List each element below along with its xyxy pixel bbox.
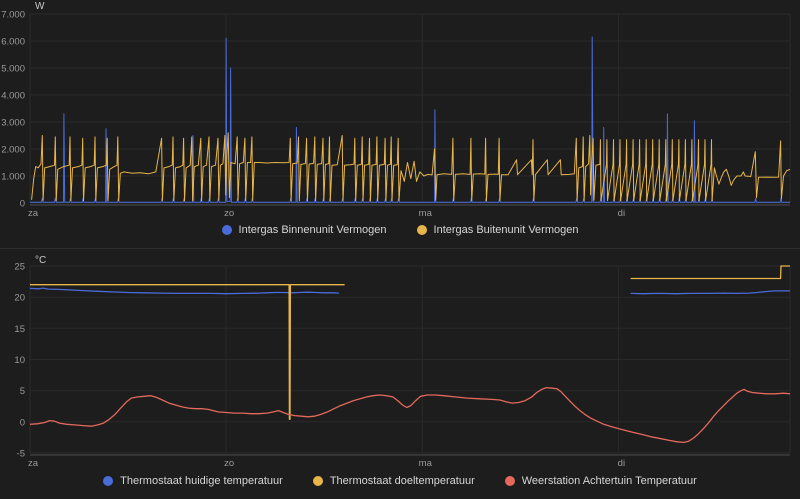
power-unit-label: W xyxy=(35,1,45,12)
svg-text:20: 20 xyxy=(14,293,25,304)
temperature-chart-section: -5 0 5 10 15 20 25 za zo ma di °C Thermostaat huid… xyxy=(0,249,800,499)
power-chart-section: 0 1.000 2.000 3.000 4.000 5.000 6.000 7.000 za zo… xyxy=(0,0,800,248)
svg-text:0: 0 xyxy=(20,417,25,428)
temperature-chart-canvas[interactable]: -5 0 5 10 15 20 25 za zo ma di xyxy=(0,249,800,473)
svg-text:zo: zo xyxy=(224,208,234,219)
legend-dot-binnenunit xyxy=(221,225,232,235)
legend-item-achtertuin-temperatuur[interactable]: Weerstation Achtertuin Temperatuur xyxy=(504,475,697,487)
legend-item-buitenunit[interactable]: Intergas Buitenunit Vermogen xyxy=(416,224,579,236)
legend-dot-doeltemperatuur xyxy=(312,476,323,486)
svg-text:0: 0 xyxy=(20,199,25,210)
svg-text:ma: ma xyxy=(419,208,433,219)
legend-item-binnenunit[interactable]: Intergas Binnenunit Vermogen xyxy=(221,224,387,236)
svg-text:za: za xyxy=(28,458,39,469)
legend-dot-achtertuin-temperatuur xyxy=(504,476,515,486)
svg-text:-5: -5 xyxy=(17,449,25,460)
legend-label-doeltemperatuur: Thermostaat doeltemperatuur xyxy=(329,475,475,487)
legend-label-binnenunit: Intergas Binnenunit Vermogen xyxy=(238,224,387,236)
legend-dot-buitenunit xyxy=(416,225,427,235)
svg-text:7.000: 7.000 xyxy=(1,10,25,21)
svg-text:za: za xyxy=(28,208,39,219)
svg-text:10: 10 xyxy=(14,355,25,366)
svg-text:3.000: 3.000 xyxy=(1,118,25,129)
svg-text:15: 15 xyxy=(14,324,25,335)
legend-item-doeltemperatuur[interactable]: Thermostaat doeltemperatuur xyxy=(312,475,475,487)
temperature-chart-legend: Thermostaat huidige temperatuur Thermost… xyxy=(0,475,800,487)
legend-label-achtertuin-temperatuur: Weerstation Achtertuin Temperatuur xyxy=(521,475,697,487)
legend-label-huidige-temperatuur: Thermostaat huidige temperatuur xyxy=(120,475,283,487)
svg-text:ma: ma xyxy=(419,458,433,469)
power-chart-legend: Intergas Binnenunit Vermogen Intergas Bu… xyxy=(0,224,800,236)
svg-text:5: 5 xyxy=(20,386,25,397)
svg-text:1.000: 1.000 xyxy=(1,172,25,183)
power-chart-canvas[interactable]: 0 1.000 2.000 3.000 4.000 5.000 6.000 7.000 za zo… xyxy=(0,0,800,222)
svg-text:di: di xyxy=(618,458,625,469)
section-divider xyxy=(0,248,800,249)
svg-text:4.000: 4.000 xyxy=(1,91,25,102)
legend-label-buitenunit: Intergas Buitenunit Vermogen xyxy=(433,224,579,236)
svg-text:25: 25 xyxy=(14,262,25,273)
svg-text:6.000: 6.000 xyxy=(1,37,25,48)
svg-text:zo: zo xyxy=(224,458,234,469)
svg-text:2.000: 2.000 xyxy=(1,145,25,156)
svg-text:5.000: 5.000 xyxy=(1,64,25,75)
legend-dot-huidige-temperatuur xyxy=(103,476,114,486)
legend-item-huidige-temperatuur[interactable]: Thermostaat huidige temperatuur xyxy=(103,475,283,487)
svg-text:di: di xyxy=(618,208,625,219)
temperature-unit-label: °C xyxy=(35,255,47,266)
